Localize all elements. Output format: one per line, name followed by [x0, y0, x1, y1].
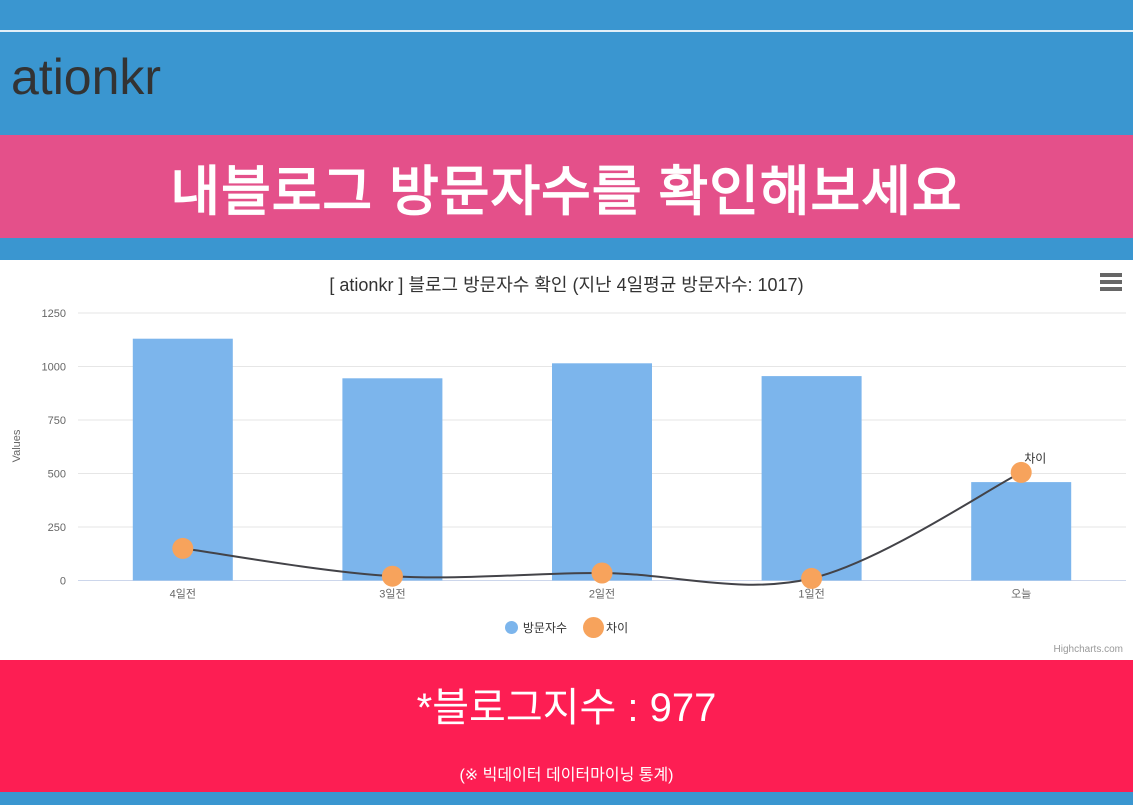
x-axis-label: 4일전	[170, 587, 196, 601]
legend-item-visitors[interactable]: 방문자수	[504, 619, 568, 636]
y-axis-tick-label: 250	[48, 522, 66, 534]
diff-series-label: 차이	[1024, 451, 1046, 465]
legend-label-visitors: 방문자수	[522, 621, 568, 635]
footer: *블로그지수 : 977 (※ 빅데이터 데이터마이닝 통계)	[0, 660, 1133, 792]
chart-title: [ ationkr ] 블로그 방문자수 확인 (지난 4일평균 방문자수: 1…	[329, 275, 804, 295]
footer-note: (※ 빅데이터 데이터마이닝 통계)	[459, 767, 674, 784]
visitors-bar-1일전[interactable]	[761, 376, 862, 581]
divider-strip-top	[0, 238, 1133, 260]
chart-context-menu-button[interactable]	[1100, 273, 1122, 291]
diff-legend-marker-icon	[583, 617, 605, 638]
highcharts-credits-link[interactable]: Highcharts.com	[1053, 644, 1123, 655]
y-axis-tick-label: 500	[48, 469, 66, 481]
header-divider-line	[0, 30, 1133, 32]
diff-point-오늘[interactable]	[1010, 461, 1032, 483]
y-axis-tick-label: 1000	[42, 362, 66, 374]
x-axis-label: 3일전	[379, 587, 405, 601]
y-axis-tick-label: 0	[60, 576, 66, 588]
hamburger-icon	[1100, 287, 1122, 291]
visitors-legend-marker-icon	[504, 621, 518, 634]
divider-strip-bottom	[0, 792, 1133, 805]
banner-title: 내블로그 방문자수를 확인해보세요	[170, 162, 963, 222]
brand-text: ationkr	[11, 49, 162, 105]
x-axis-label: 2일전	[589, 587, 615, 601]
blog-index-text: *블로그지수 : 977	[416, 686, 717, 730]
visitors-bar-오늘[interactable]	[971, 482, 1072, 581]
visitors-chart: [ ationkr ] 블로그 방문자수 확인 (지난 4일평균 방문자수: 1…	[0, 260, 1133, 660]
diff-point-4일전[interactable]	[172, 537, 194, 559]
legend-label-diff: 차이	[606, 621, 629, 635]
top-header: ationkr	[0, 0, 1133, 135]
plot-area: 0 250 500 750 1000 1250 4일전 3일전 2일전 1일전 오늘 차이	[42, 308, 1126, 601]
diff-point-3일전[interactable]	[381, 565, 403, 587]
hamburger-icon	[1100, 273, 1122, 277]
banner: 내블로그 방문자수를 확인해보세요	[0, 135, 1133, 238]
x-axis-label: 오늘	[1011, 588, 1031, 601]
legend-item-diff[interactable]: 차이	[583, 617, 628, 638]
diff-point-1일전[interactable]	[801, 567, 823, 589]
visitors-bar-3일전[interactable]	[342, 378, 443, 581]
diff-point-2일전[interactable]	[591, 562, 613, 584]
y-axis-tick-label: 750	[48, 415, 66, 427]
y-axis-tick-label: 1250	[42, 308, 66, 320]
chart-legend: 방문자수 차이	[0, 617, 1133, 638]
visitors-bar-2일전[interactable]	[552, 363, 652, 581]
hamburger-icon	[1100, 280, 1122, 284]
x-axis-label: 1일전	[798, 587, 824, 601]
